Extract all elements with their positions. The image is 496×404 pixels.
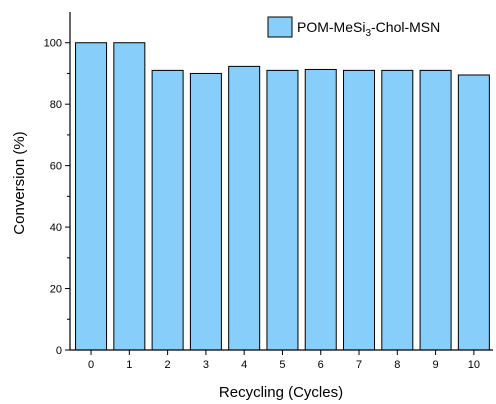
y-axis-title: Conversion (%) <box>11 131 28 234</box>
x-tick-label-9: 9 <box>433 359 439 371</box>
x-axis-title: Recycling (Cycles) <box>219 384 343 401</box>
y-tick-label-80: 80 <box>50 99 62 111</box>
legend: POM-MeSi3-Chol-MSN <box>267 16 440 39</box>
legend-label: POM-MeSi3-Chol-MSN <box>297 19 440 39</box>
bar-7 <box>343 69 376 351</box>
y-tick-label-100: 100 <box>44 38 62 50</box>
bar-5 <box>266 69 299 351</box>
bar-3 <box>189 72 222 351</box>
legend-label-sub: 3 <box>365 28 371 39</box>
x-tick-label-8: 8 <box>394 359 400 371</box>
y-tick-label-40: 40 <box>50 222 62 234</box>
x-tick-label-6: 6 <box>318 359 324 371</box>
bar-6 <box>304 68 337 351</box>
bar-0 <box>75 42 108 351</box>
bar-10 <box>457 74 490 351</box>
bar-9 <box>419 69 452 351</box>
x-tick-label-5: 5 <box>279 359 285 371</box>
bar-2 <box>151 69 184 351</box>
y-tick-label-20: 20 <box>50 284 62 296</box>
legend-label-after: -Chol-MSN <box>371 19 440 35</box>
legend-label-before: POM-MeSi <box>297 19 365 35</box>
legend-swatch <box>267 16 293 38</box>
x-tick-label-1: 1 <box>126 359 132 371</box>
y-tick-label-60: 60 <box>50 161 62 173</box>
axes-group <box>69 12 493 351</box>
x-tick-label-2: 2 <box>165 359 171 371</box>
y-ticks-group: 0 20 40 60 80 100 <box>44 38 70 357</box>
bar-8 <box>381 69 414 351</box>
y-tick-label-0: 0 <box>56 345 62 357</box>
x-tick-label-10: 10 <box>468 359 480 371</box>
bar-1 <box>113 42 146 351</box>
x-tick-label-4: 4 <box>241 359 247 371</box>
bars-group <box>75 42 490 351</box>
x-tick-label-0: 0 <box>88 359 94 371</box>
x-ticks-group: 0 1 2 3 4 5 6 7 8 9 10 <box>88 350 480 371</box>
bar-4 <box>228 65 261 351</box>
x-tick-label-7: 7 <box>356 359 362 371</box>
x-tick-label-3: 3 <box>203 359 209 371</box>
